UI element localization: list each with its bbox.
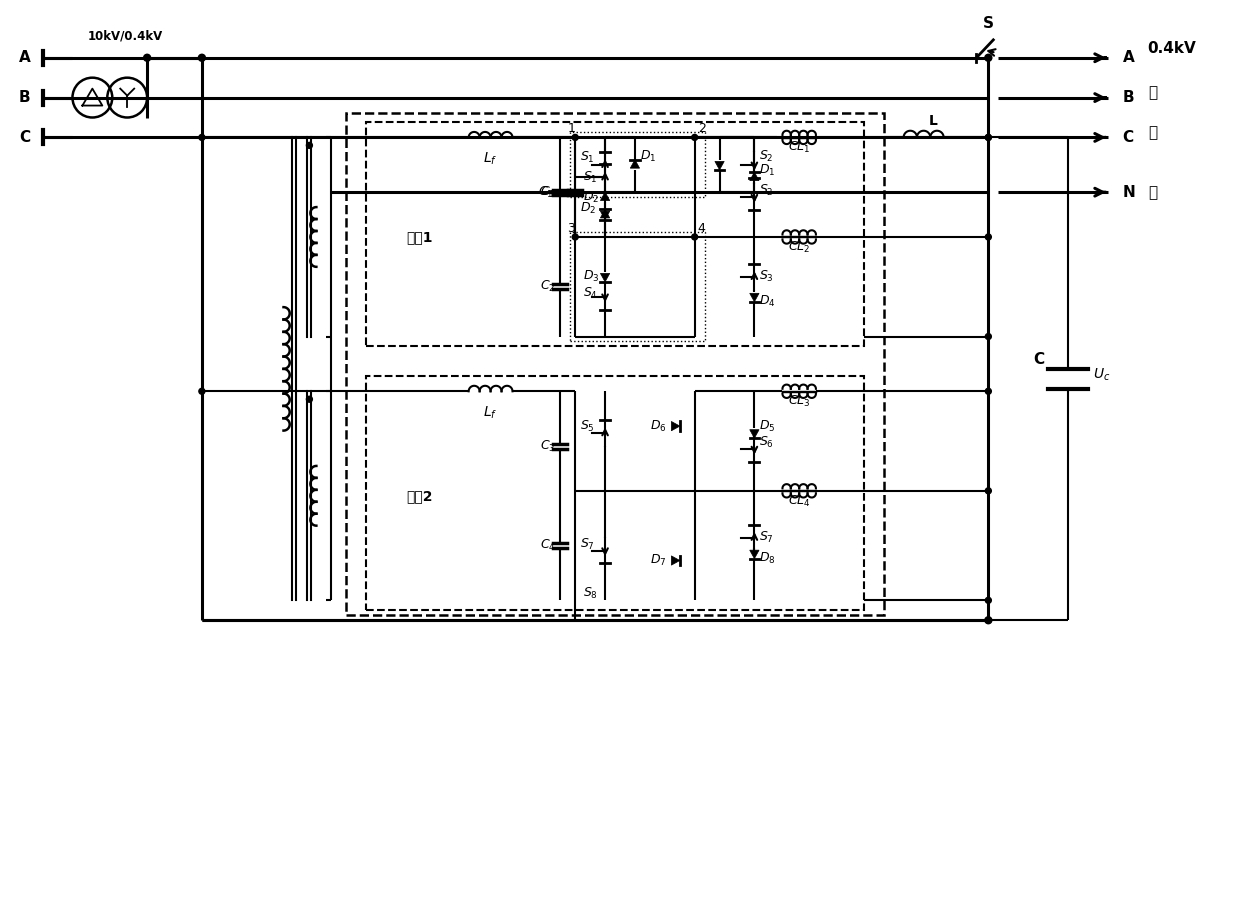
Text: L: L bbox=[929, 115, 937, 128]
Text: B: B bbox=[19, 90, 31, 106]
Text: $S_5$: $S_5$ bbox=[580, 419, 595, 434]
Text: $C_1$: $C_1$ bbox=[541, 185, 556, 199]
Circle shape bbox=[986, 134, 991, 141]
Text: 用: 用 bbox=[1148, 86, 1157, 101]
Circle shape bbox=[572, 134, 578, 141]
Text: 1: 1 bbox=[567, 123, 575, 135]
Text: $CL_4$: $CL_4$ bbox=[787, 493, 811, 509]
Text: $D_4$: $D_4$ bbox=[759, 294, 776, 309]
Text: $D_2$: $D_2$ bbox=[583, 189, 599, 205]
Text: $CL_1$: $CL_1$ bbox=[787, 141, 811, 155]
Polygon shape bbox=[750, 293, 759, 302]
Text: B: B bbox=[1122, 90, 1135, 106]
Text: $D_5$: $D_5$ bbox=[759, 419, 776, 434]
Text: $D_7$: $D_7$ bbox=[650, 553, 666, 568]
Text: $S_4$: $S_4$ bbox=[583, 286, 598, 301]
Text: $CL_3$: $CL_3$ bbox=[787, 394, 811, 410]
Text: A: A bbox=[1122, 51, 1135, 65]
Text: $CL_2$: $CL_2$ bbox=[789, 240, 811, 255]
Polygon shape bbox=[600, 273, 610, 281]
Circle shape bbox=[986, 234, 991, 240]
Text: 4: 4 bbox=[698, 222, 706, 235]
Text: 0.4kV: 0.4kV bbox=[1148, 41, 1197, 56]
Circle shape bbox=[198, 134, 205, 141]
Text: 模块1: 模块1 bbox=[405, 230, 433, 244]
Text: 2: 2 bbox=[698, 123, 706, 135]
Polygon shape bbox=[750, 550, 759, 558]
Text: $D_1$: $D_1$ bbox=[640, 149, 656, 164]
Polygon shape bbox=[630, 160, 640, 168]
Text: $D_3$: $D_3$ bbox=[583, 269, 600, 284]
Text: $S_1$: $S_1$ bbox=[583, 170, 598, 185]
Text: A: A bbox=[19, 51, 31, 65]
Text: $D_1$: $D_1$ bbox=[759, 163, 776, 179]
Text: $D_6$: $D_6$ bbox=[650, 419, 666, 434]
Circle shape bbox=[198, 54, 206, 61]
Circle shape bbox=[986, 334, 991, 339]
Text: 3: 3 bbox=[567, 222, 575, 235]
Circle shape bbox=[985, 54, 992, 61]
Text: 户: 户 bbox=[1148, 125, 1157, 141]
Polygon shape bbox=[600, 209, 610, 218]
Circle shape bbox=[306, 396, 312, 402]
Text: $S_2$: $S_2$ bbox=[759, 149, 774, 164]
Text: 模块2: 模块2 bbox=[405, 489, 433, 502]
Text: $U_c$: $U_c$ bbox=[1092, 367, 1110, 383]
Circle shape bbox=[986, 388, 991, 394]
Text: $L_f$: $L_f$ bbox=[484, 151, 497, 167]
Polygon shape bbox=[715, 161, 724, 170]
Circle shape bbox=[986, 597, 991, 603]
Circle shape bbox=[572, 234, 578, 240]
Circle shape bbox=[306, 143, 312, 148]
Text: $S_3$: $S_3$ bbox=[759, 269, 774, 284]
Circle shape bbox=[986, 488, 991, 493]
Text: $S_6$: $S_6$ bbox=[759, 435, 774, 450]
Polygon shape bbox=[750, 429, 759, 438]
Text: 侧: 侧 bbox=[1148, 185, 1157, 200]
Circle shape bbox=[692, 134, 698, 141]
Text: $S_7$: $S_7$ bbox=[580, 537, 595, 552]
Text: $S_8$: $S_8$ bbox=[583, 586, 598, 602]
Polygon shape bbox=[671, 556, 680, 566]
Text: C: C bbox=[1122, 130, 1133, 145]
Circle shape bbox=[692, 234, 698, 240]
Circle shape bbox=[198, 388, 205, 394]
Text: $S_7$: $S_7$ bbox=[759, 530, 774, 545]
Circle shape bbox=[986, 134, 991, 141]
Text: N: N bbox=[1122, 185, 1136, 199]
Polygon shape bbox=[671, 421, 680, 431]
Polygon shape bbox=[600, 192, 610, 200]
Text: C: C bbox=[20, 130, 31, 145]
Text: $C_1$: $C_1$ bbox=[538, 185, 553, 199]
Text: $D_2$: $D_2$ bbox=[580, 200, 596, 216]
Text: C: C bbox=[1033, 352, 1044, 367]
Polygon shape bbox=[600, 211, 610, 220]
Text: $D_8$: $D_8$ bbox=[759, 551, 776, 566]
Text: $S_2$: $S_2$ bbox=[759, 183, 774, 198]
Circle shape bbox=[985, 617, 992, 623]
Circle shape bbox=[144, 54, 150, 61]
Text: 10kV/0.4kV: 10kV/0.4kV bbox=[87, 30, 162, 43]
Text: $L_f$: $L_f$ bbox=[484, 404, 497, 420]
Text: $C_2$: $C_2$ bbox=[541, 280, 556, 294]
Text: S: S bbox=[983, 16, 993, 31]
Polygon shape bbox=[750, 172, 759, 180]
Text: $C_3$: $C_3$ bbox=[541, 438, 556, 454]
Text: $C_4$: $C_4$ bbox=[541, 538, 556, 553]
Text: $S_1$: $S_1$ bbox=[580, 150, 595, 165]
